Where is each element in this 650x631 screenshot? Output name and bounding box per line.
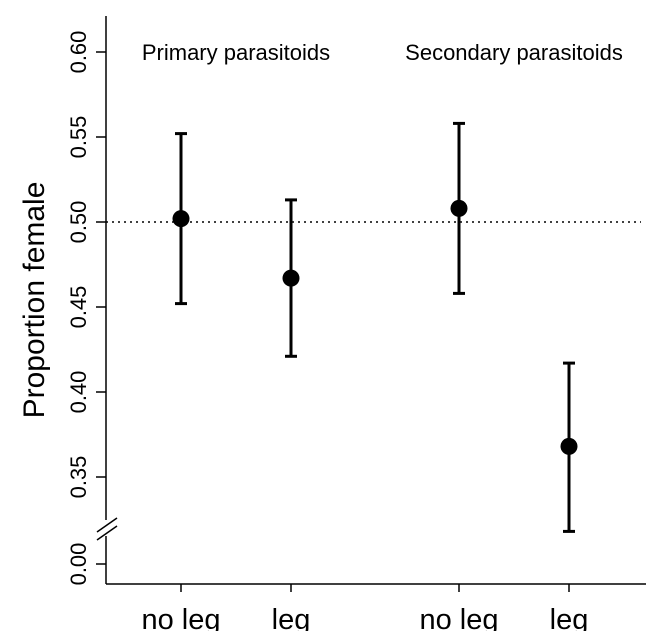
axis-break-mark-top: [96, 517, 118, 533]
x-category-label-2: no leg: [419, 604, 498, 631]
data-point-2: [450, 199, 468, 217]
group-label-0: Primary parasitoids: [142, 40, 330, 65]
y-tick-label-0: 0.00: [66, 543, 91, 586]
data-marks: [172, 121, 578, 533]
x-category-label-1: leg: [272, 604, 311, 631]
y-tick-label-2: 0.40: [66, 371, 91, 414]
axes: [96, 16, 646, 592]
y-tick-label-3: 0.45: [66, 286, 91, 329]
data-point-0: [172, 210, 190, 228]
y-tick-label-4: 0.50: [66, 201, 91, 244]
group-label-1: Secondary parasitoids: [405, 40, 623, 65]
data-point-3: [560, 437, 578, 455]
axis-break-mark-bottom: [96, 525, 118, 541]
data-point-1: [282, 269, 300, 287]
chart-labels: 0.00 0.35 0.40 0.45 0.50 0.55 0.60 no leg leg no …: [18, 31, 623, 631]
y-tick-label-1: 0.35: [66, 456, 91, 499]
y-tick-label-6: 0.60: [66, 31, 91, 74]
y-axis-title: Proportion female: [18, 182, 51, 419]
x-category-label-3: leg: [550, 604, 589, 631]
y-tick-label-5: 0.55: [66, 116, 91, 159]
x-category-label-0: no leg: [141, 604, 220, 631]
